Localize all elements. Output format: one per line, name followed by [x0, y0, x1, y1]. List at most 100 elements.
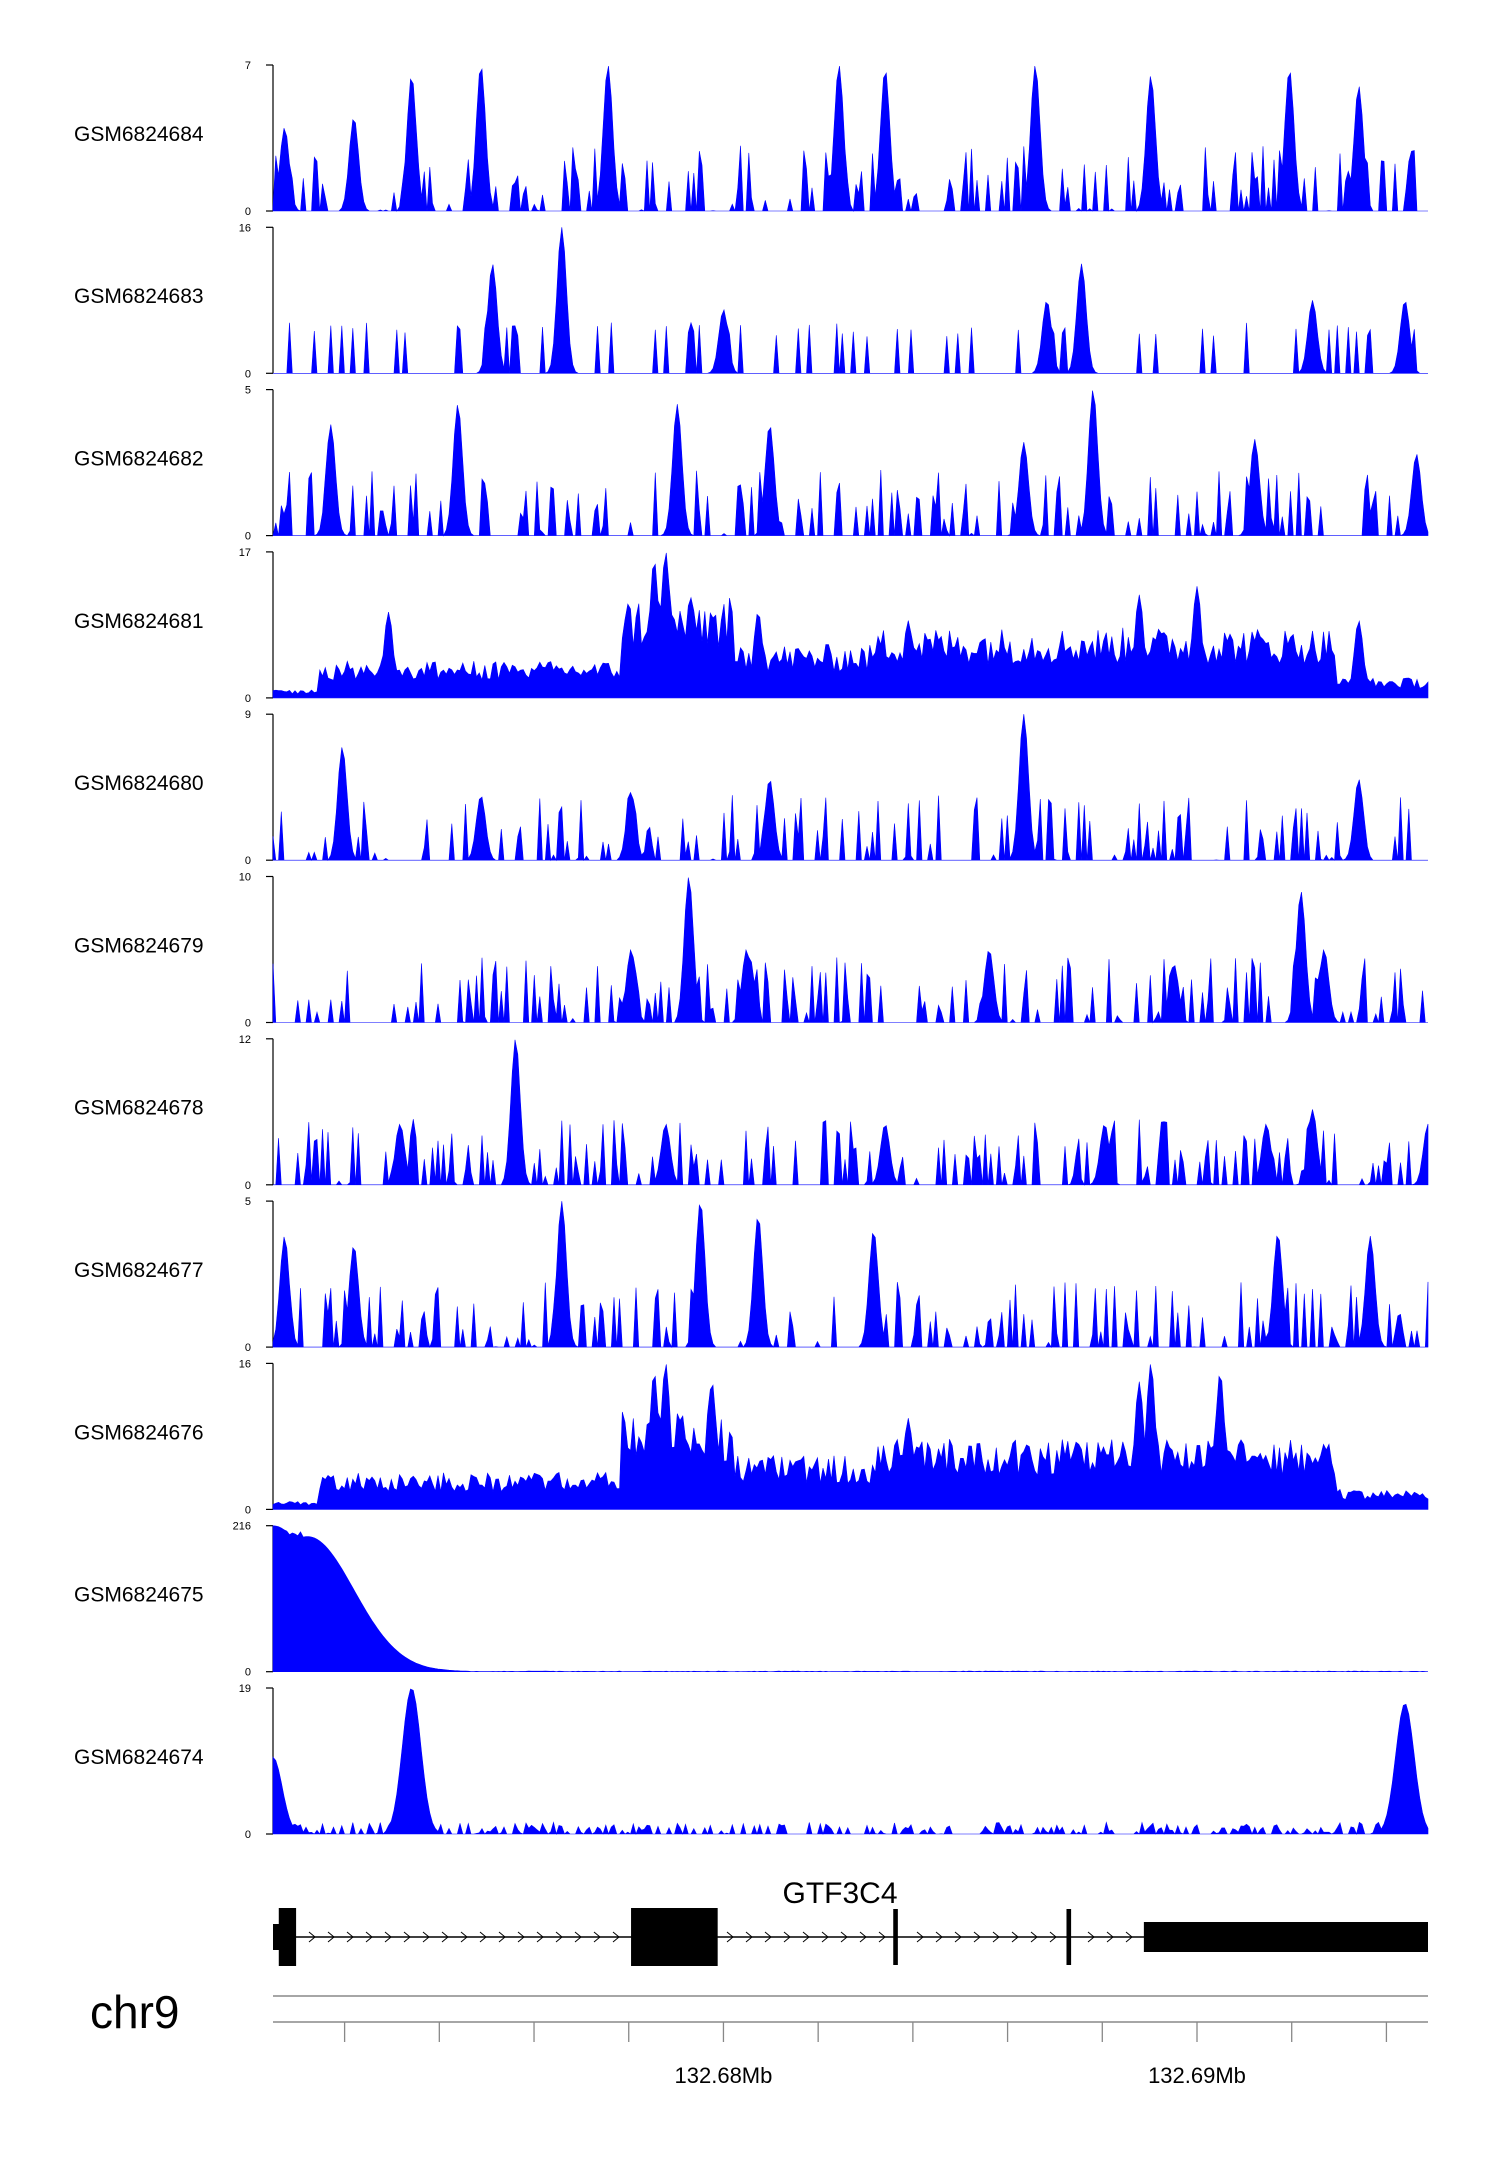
strand-arrow	[1087, 1931, 1095, 1943]
y-min-label: 0	[245, 531, 251, 543]
strand-arrow	[308, 1931, 316, 1943]
y-max-label: 16	[239, 1358, 251, 1370]
track-GSM6824678: GSM6824678 12 0	[74, 1034, 1429, 1192]
y-min-label: 0	[245, 855, 251, 867]
strand-arrow	[612, 1931, 620, 1943]
chromosome-label: chr9	[90, 1986, 179, 2038]
track-GSM6824682: GSM6824682 5 0	[74, 385, 1429, 543]
track-GSM6824680: GSM6824680 9 0	[74, 709, 1428, 867]
signal-area	[272, 1525, 1429, 1673]
y-max-label: 16	[239, 222, 251, 234]
exon-block	[631, 1908, 718, 1966]
track-label: GSM6824677	[74, 1259, 204, 1282]
strand-arrow	[574, 1931, 582, 1943]
track-GSM6824683: GSM6824683 16 0	[74, 222, 1428, 380]
exon-block	[1143, 1922, 1428, 1952]
signal-area	[272, 1364, 1429, 1510]
strand-arrow	[859, 1931, 867, 1943]
signal-area	[273, 227, 1428, 374]
strand-arrow	[745, 1931, 753, 1943]
strand-arrow	[840, 1931, 848, 1943]
track-label: GSM6824683	[74, 285, 204, 308]
y-min-label: 0	[245, 1018, 251, 1030]
gene-model: GTF3C4	[273, 1877, 1428, 1966]
strand-arrow	[916, 1931, 924, 1943]
strand-arrow	[365, 1931, 373, 1943]
track-label: GSM6824674	[74, 1746, 204, 1769]
signal-area	[272, 877, 1428, 1024]
signal-area	[272, 552, 1429, 699]
strand-arrow	[1030, 1931, 1038, 1943]
exon-block	[1066, 1909, 1072, 1965]
y-max-label: 12	[239, 1034, 251, 1046]
y-min-label: 0	[245, 1342, 251, 1354]
axis-tick-label: 132.68Mb	[675, 2063, 773, 2088]
strand-arrow	[764, 1931, 772, 1943]
y-min-label: 0	[245, 1180, 251, 1192]
y-max-label: 9	[245, 709, 251, 721]
utr-block	[273, 1924, 283, 1950]
y-max-label: 10	[239, 872, 251, 884]
gene-label: GTF3C4	[782, 1877, 897, 1910]
exon-block	[893, 1909, 898, 1965]
y-min-label: 0	[245, 1667, 251, 1679]
track-GSM6824681: GSM6824681 17 0	[74, 547, 1429, 705]
strand-arrow	[992, 1931, 1000, 1943]
strand-arrow	[1049, 1931, 1057, 1943]
track-label: GSM6824680	[74, 772, 204, 795]
signal-area	[272, 1201, 1429, 1349]
signal-tracks: GSM682468470GSM6824683160GSM682468250GSM…	[74, 60, 1429, 1841]
strand-arrow	[460, 1931, 468, 1943]
track-label: GSM6824684	[74, 123, 204, 146]
strand-arrow	[555, 1931, 563, 1943]
signal-area	[272, 390, 1429, 537]
strand-arrow	[403, 1931, 411, 1943]
signal-area	[272, 65, 1428, 213]
strand-arrow	[384, 1931, 392, 1943]
strand-arrow	[935, 1931, 943, 1943]
strand-arrow	[593, 1931, 601, 1943]
strand-arrow	[536, 1931, 544, 1943]
strand-arrow	[479, 1931, 487, 1943]
track-GSM6824677: GSM6824677 5 0	[74, 1196, 1429, 1354]
y-max-label: 5	[245, 385, 251, 397]
track-label: GSM6824678	[74, 1097, 204, 1120]
strand-arrow	[1106, 1931, 1114, 1943]
y-min-label: 0	[245, 206, 251, 218]
exon-block	[278, 1908, 297, 1966]
track-GSM6824679: GSM6824679 10 0	[74, 872, 1428, 1030]
strand-arrow	[954, 1931, 962, 1943]
y-max-label: 19	[239, 1683, 251, 1695]
strand-arrow	[346, 1931, 354, 1943]
y-min-label: 0	[245, 1504, 251, 1516]
strand-arrow	[973, 1931, 981, 1943]
y-min-label: 0	[245, 1829, 251, 1841]
strand-arrow	[821, 1931, 829, 1943]
strand-arrow	[1125, 1931, 1133, 1943]
track-GSM6824676: GSM6824676 16 0	[74, 1358, 1429, 1516]
y-min-label: 0	[245, 693, 251, 705]
track-label: GSM6824681	[74, 610, 204, 633]
y-max-label: 216	[233, 1521, 251, 1533]
strand-arrow	[441, 1931, 449, 1943]
strand-arrow	[1011, 1931, 1019, 1943]
track-label: GSM6824675	[74, 1584, 204, 1607]
strand-arrow	[878, 1931, 886, 1943]
strand-arrow	[783, 1931, 791, 1943]
track-GSM6824674: GSM6824674 19 0	[74, 1683, 1429, 1841]
track-GSM6824684: GSM6824684 7 0	[74, 60, 1428, 218]
strand-arrow	[498, 1931, 506, 1943]
strand-arrow	[726, 1931, 734, 1943]
track-label: GSM6824679	[74, 934, 204, 957]
strand-arrow	[517, 1931, 525, 1943]
strand-arrow	[327, 1931, 335, 1943]
y-min-label: 0	[245, 368, 251, 380]
strand-arrow	[802, 1931, 810, 1943]
y-max-label: 5	[245, 1196, 251, 1208]
chromosome-axis: chr9 132.68Mb 132.69Mb	[90, 1986, 1428, 2088]
track-label: GSM6824676	[74, 1421, 204, 1444]
track-GSM6824675: GSM6824675 216 0	[74, 1521, 1429, 1679]
axis-tick-label: 132.69Mb	[1148, 2063, 1246, 2088]
signal-area	[272, 1688, 1429, 1836]
